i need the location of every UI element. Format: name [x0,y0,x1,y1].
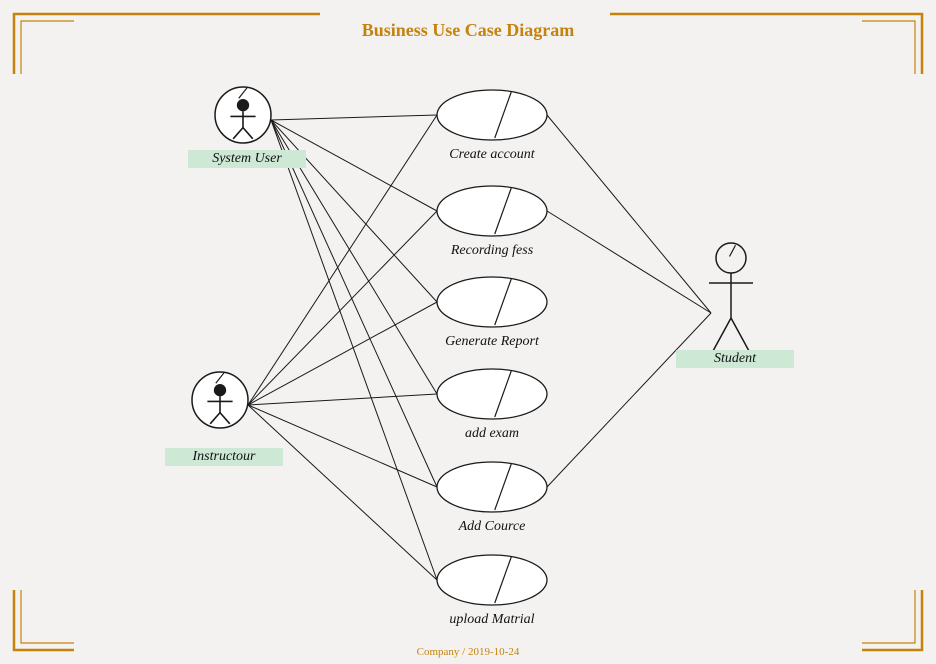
actor-system-user [215,87,271,143]
diagram-footer: Company / 2019-10-24 [0,646,936,658]
usecase-add-exam [437,369,547,419]
usecase-add-cource [437,462,547,512]
association-edge [547,211,711,313]
association-edge [248,405,437,487]
actor-label-instructour: Instructour [165,448,283,466]
usecase-label-create-account: Create account [412,147,572,163]
association-edge [248,405,437,580]
actor-label-student: Student [676,350,794,368]
usecase-label-add-exam: add exam [412,426,572,442]
association-edge [248,394,437,405]
diagram-canvas [0,0,936,664]
diagram-title: Business Use Case Diagram [0,20,936,41]
association-edge [271,120,437,580]
usecase-upload-matrial [437,555,547,605]
corner-bracket-inner [862,590,915,643]
usecase-label-generate-report: Generate Report [412,334,572,350]
usecase-label-add-cource: Add Cource [412,519,572,535]
usecase-generate-report [437,277,547,327]
corner-bracket-inner [21,590,74,643]
actor-student [709,243,753,351]
usecase-create-account [437,90,547,140]
usecase-recording-fess [437,186,547,236]
association-edge [547,115,711,313]
actor-instructour [192,372,248,428]
usecase-label-upload-matrial: upload Matrial [412,612,572,628]
association-edge [248,211,437,405]
association-edge [271,115,437,120]
corner-bracket [14,590,74,650]
actor-label-system-user: System User [188,150,306,168]
corner-bracket [862,590,922,650]
usecase-label-recording-fess: Recording fess [412,243,572,259]
